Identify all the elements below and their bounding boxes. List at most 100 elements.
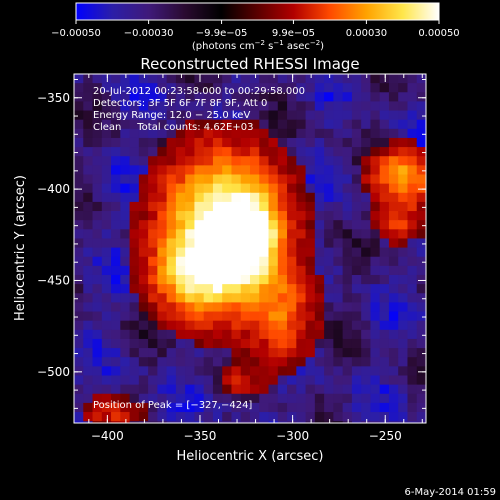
heatmap-cell: [333, 110, 344, 121]
heatmap-cell: [398, 412, 408, 422]
heatmap-cell: [361, 83, 371, 93]
heatmap-cell: [324, 211, 334, 221]
heatmap-cell: [129, 357, 140, 367]
heatmap-cell: [416, 357, 426, 367]
heatmap-cell: [111, 284, 121, 294]
heatmap-cell: [83, 338, 94, 349]
heatmap-cell: [351, 338, 362, 349]
heatmap-cell: [74, 320, 84, 331]
heatmap-cell: [74, 119, 84, 130]
heatmap-cell: [222, 274, 232, 285]
heatmap-cell: [259, 201, 270, 212]
heatmap-cell: [426, 74, 436, 84]
heatmap-cell: [314, 247, 325, 258]
heatmap-cell: [388, 83, 399, 93]
heatmap-cell: [166, 74, 177, 84]
heatmap-cell: [92, 421, 103, 423]
heatmap-cell: [157, 284, 168, 294]
heatmap-cell: [361, 366, 371, 376]
heatmap-cell: [240, 421, 251, 423]
heatmap-cell: [370, 211, 381, 221]
heatmap-cell: [175, 357, 186, 367]
heatmap-cell: [120, 128, 131, 139]
heatmap-cell: [250, 83, 260, 93]
heatmap-cell: [314, 110, 325, 121]
heatmap-cell: [416, 156, 426, 166]
heatmap-cell: [407, 320, 418, 331]
heatmap-cell: [314, 156, 325, 166]
heatmap-cell: [268, 338, 279, 349]
heatmap-cell: [388, 421, 399, 423]
heatmap-cell: [166, 165, 177, 175]
heatmap-cell: [92, 192, 103, 203]
heatmap-cell: [129, 302, 140, 313]
heatmap-cell: [111, 101, 121, 112]
heatmap-cell: [426, 92, 436, 102]
heatmap-cell: [157, 357, 168, 367]
heatmap-cell: [157, 156, 168, 166]
heatmap-cell: [83, 329, 94, 340]
heatmap-cell: [222, 201, 232, 212]
heatmap-cell: [166, 137, 177, 148]
heatmap-cell: [342, 147, 353, 157]
heatmap-cell: [259, 238, 270, 249]
heatmap-cell: [268, 348, 279, 358]
heatmap-cell: [268, 211, 279, 221]
heatmap-cell: [120, 357, 131, 367]
heatmap-cell: [305, 293, 316, 303]
heatmap-cell: [92, 320, 103, 331]
heatmap-cell: [129, 338, 140, 349]
heatmap-cell: [92, 348, 103, 358]
heatmap-cell: [314, 165, 325, 175]
heatmap-cell: [92, 83, 103, 93]
heatmap-cell: [259, 147, 270, 157]
heatmap-cell: [324, 92, 334, 102]
heatmap-cell: [185, 366, 195, 376]
heatmap-cell: [314, 174, 325, 185]
heatmap-cell: [231, 348, 242, 358]
heatmap-cell: [268, 256, 279, 267]
heatmap-cell: [388, 238, 399, 249]
heatmap-cell: [129, 128, 140, 139]
heatmap-cell: [416, 211, 426, 221]
heatmap-cell: [259, 137, 270, 148]
heatmap-cell: [120, 74, 131, 84]
heatmap-cell: [120, 229, 131, 239]
heatmap-cell: [138, 338, 149, 349]
heatmap-cell: [287, 302, 297, 313]
heatmap-cell: [203, 101, 214, 112]
heatmap-cell: [240, 302, 251, 313]
heatmap-cell: [296, 174, 307, 185]
heatmap-cell: [74, 128, 84, 139]
heatmap-cell: [314, 393, 325, 404]
heatmap-cell: [343, 430, 353, 440]
heatmap-cell: [175, 302, 186, 313]
heatmap-cell: [231, 211, 242, 221]
heatmap-cell: [250, 74, 260, 84]
heatmap-cell: [74, 183, 84, 194]
heatmap-cell: [370, 302, 381, 313]
heatmap-cell: [314, 101, 325, 112]
heatmap-cell: [407, 256, 418, 267]
heatmap-cell: [74, 402, 84, 413]
heatmap-cell: [101, 247, 112, 258]
heatmap-cell: [83, 229, 94, 239]
heatmap-cell: [148, 183, 158, 194]
heatmap-cell: [388, 101, 399, 112]
heatmap-cell: [342, 74, 353, 84]
heatmap-cell: [120, 384, 131, 395]
heatmap-cell: [324, 137, 334, 148]
heatmap-cell: [324, 357, 334, 367]
heatmap-cell: [250, 329, 260, 340]
heatmap-cell: [268, 238, 279, 249]
heatmap-cell: [240, 329, 251, 340]
heatmap-cell: [92, 256, 103, 267]
heatmap-cell: [194, 357, 205, 367]
heatmap-cell: [426, 366, 436, 376]
heatmap-cell: [324, 256, 334, 267]
heatmap-cell: [361, 220, 371, 230]
heatmap-cell: [407, 229, 418, 239]
heatmap-cell: [101, 119, 112, 130]
heatmap-cell: [268, 293, 279, 303]
heatmap-cell: [351, 274, 362, 285]
